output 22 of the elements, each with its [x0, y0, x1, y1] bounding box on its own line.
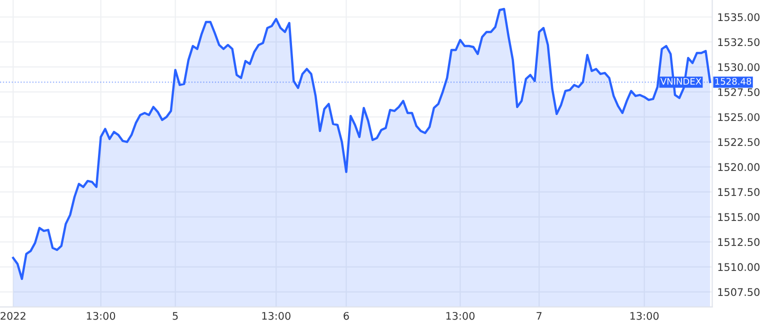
y-tick-label: 1510.00 [718, 263, 760, 272]
x-tick-label: 13:00 [446, 312, 475, 320]
x-tick-label: 6 [344, 312, 349, 320]
y-tick-label: 1522.50 [718, 138, 760, 146]
x-tick-label: 5 [172, 312, 178, 320]
x-tick-label: 7 [536, 312, 542, 320]
y-tick-label: 1520.00 [718, 163, 760, 172]
y-tick-label: 1530.00 [718, 63, 760, 72]
x-tick-label: 2022 [0, 312, 26, 320]
series-label: VNINDEX [660, 78, 702, 85]
y-tick-label: 1517.50 [718, 188, 760, 196]
y-tick-label: 1512.50 [718, 238, 760, 246]
y-tick-label: 1515.00 [718, 213, 760, 222]
x-tick-label: 13:00 [630, 312, 659, 320]
x-tick-label: 13:00 [262, 312, 290, 320]
x-tick-label: 13:00 [86, 312, 116, 320]
y-tick-label: 1525.00 [718, 113, 760, 122]
y-tick-label: 1535.00 [718, 13, 760, 22]
y-tick-label: 1507.50 [718, 288, 760, 296]
y-tick-label: 1527.50 [718, 88, 760, 96]
y-tick-label: 1532.50 [718, 38, 760, 46]
ref-line-label: 1528.48 [715, 78, 752, 85]
